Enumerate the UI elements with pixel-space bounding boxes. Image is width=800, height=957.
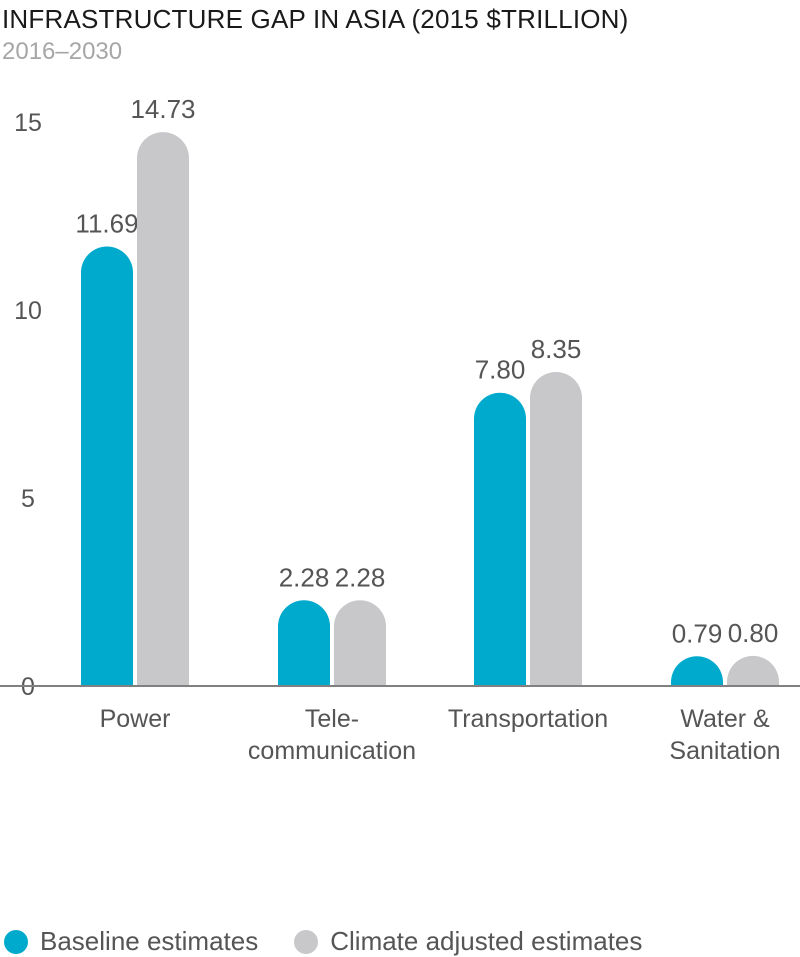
x-category-label-line: Water & — [680, 705, 770, 733]
data-label: 7.80 — [475, 355, 526, 385]
legend-item-baseline: Baseline estimates — [4, 926, 258, 957]
legend-label-climate: Climate adjusted estimates — [330, 926, 643, 956]
legend-swatch-climate — [294, 929, 319, 954]
data-label: 11.69 — [75, 208, 138, 238]
y-tick-label: 10 — [14, 297, 42, 325]
x-category-label: Water & Sanitation — [669, 705, 780, 765]
chart-title: INFRASTRUCTURE GAP IN ASIA (2015 $TRILLI… — [2, 4, 629, 34]
data-label: 14.73 — [130, 94, 195, 124]
bar-climate — [727, 655, 779, 686]
legend-swatch-baseline — [4, 929, 28, 954]
data-label: 2.28 — [335, 562, 386, 592]
bar-baseline — [474, 392, 526, 686]
y-tick-label: 15 — [14, 109, 42, 137]
data-label: 2.28 — [279, 562, 330, 592]
x-category-label: Power — [100, 705, 171, 733]
legend-label-baseline: Baseline estimates — [40, 926, 259, 956]
x-category-label-line: Power — [100, 705, 171, 733]
data-label: 0.80 — [728, 618, 779, 648]
legend-item-climate: Climate adjusted estimates — [294, 926, 642, 957]
x-category-label: Tele-communication — [248, 705, 416, 765]
bar-baseline — [81, 246, 133, 687]
x-category-label-line: Transportation — [448, 705, 608, 733]
bar-baseline — [278, 600, 330, 686]
chart-subtitle: 2016–2030 — [2, 38, 123, 65]
bar-chart: 05101511.692.287.800.7914.732.288.350.80… — [0, 94, 800, 765]
y-tick-label: 5 — [21, 485, 35, 513]
bar-climate — [334, 600, 386, 686]
bar-climate — [137, 132, 189, 687]
x-category-label-line: communication — [248, 737, 416, 765]
legend: Baseline estimates Climate adjusted esti… — [4, 926, 678, 957]
bar-baseline — [671, 656, 723, 686]
bar-climate — [530, 372, 582, 686]
x-category-label: Transportation — [448, 705, 608, 733]
data-label: 0.79 — [672, 618, 723, 648]
x-category-label-line: Sanitation — [669, 737, 780, 765]
data-label: 8.35 — [531, 334, 582, 364]
x-category-label-line: Tele- — [305, 705, 359, 733]
